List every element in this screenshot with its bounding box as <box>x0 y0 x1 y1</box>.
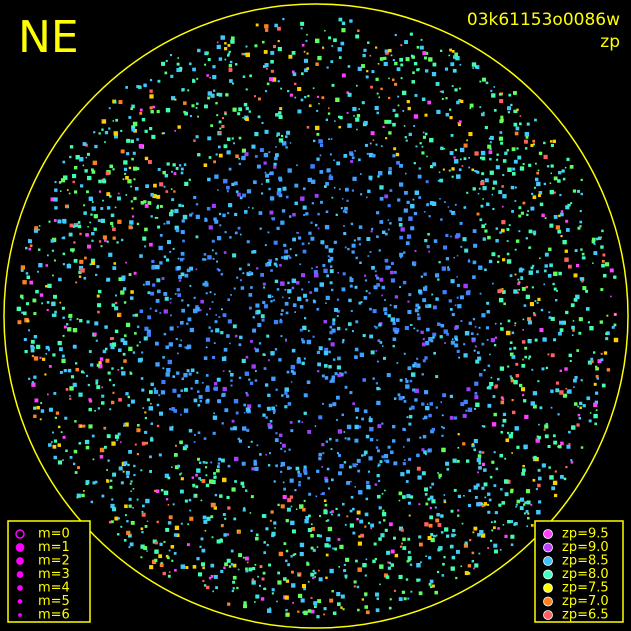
magnitude-marker <box>16 557 24 565</box>
magnitude-label: m=1 <box>38 540 70 555</box>
zp-label: zp=9.5 <box>562 527 609 542</box>
zp-label: zp=8.0 <box>562 567 609 582</box>
zp-label: zp=8.5 <box>562 554 609 569</box>
magnitude-label: m=6 <box>38 608 70 623</box>
star-field <box>16 17 619 619</box>
magnitude-marker <box>17 585 23 591</box>
zp-marker <box>543 529 553 539</box>
magnitude-marker <box>16 571 24 578</box>
zp-marker <box>543 583 553 593</box>
direction-label: NE <box>18 12 79 63</box>
zp-label: zp=7.5 <box>562 581 609 596</box>
magnitude-marker <box>15 543 25 552</box>
zp-marker <box>543 610 553 620</box>
zp-legend: zp=9.5zp=9.0zp=8.5zp=8.0zp=7.5zp=7.0zp=6… <box>543 527 609 623</box>
zp-label: zp=9.0 <box>562 540 609 555</box>
magnitude-label: m=3 <box>38 567 70 582</box>
zp-label: zp=7.0 <box>562 594 609 609</box>
zp-marker <box>543 556 553 566</box>
magnitude-label: m=4 <box>38 581 70 596</box>
zp-marker <box>543 542 553 553</box>
horizon-circle <box>3 3 629 629</box>
zp-label: zp=6.5 <box>562 608 609 623</box>
magnitude-legend: m=0m=1m=2m=3m=4m=5m=6 <box>15 527 70 623</box>
magnitude-marker <box>15 529 25 539</box>
magnitude-label: m=5 <box>38 594 70 609</box>
zp-marker <box>543 569 553 580</box>
magnitude-label: m=2 <box>38 554 70 569</box>
magnitude-label: m=0 <box>38 527 70 542</box>
magnitude-marker <box>17 599 23 604</box>
mode-label: zp <box>600 32 620 52</box>
magnitude-marker <box>18 613 22 617</box>
frame-id: 03k61153o0086w <box>467 10 620 30</box>
zp-marker <box>543 596 553 607</box>
